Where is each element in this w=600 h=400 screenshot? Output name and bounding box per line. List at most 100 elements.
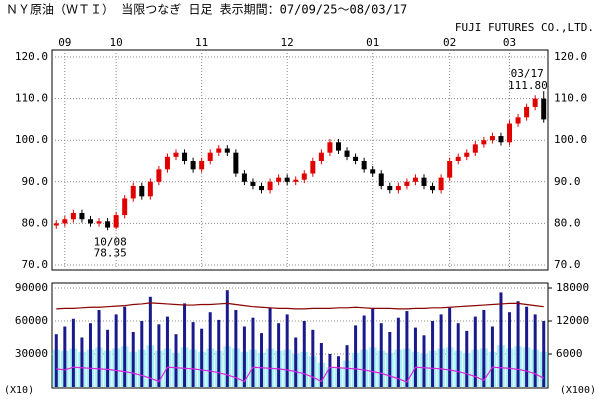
volume-bar <box>456 323 460 387</box>
candle-body <box>216 148 222 153</box>
volume-bar <box>396 317 400 387</box>
y-tick-label-right: 110.0 <box>554 92 587 105</box>
y2-tick-label: 6000 <box>556 347 583 360</box>
volume-bar <box>183 303 187 387</box>
annotation-date: 10/08 <box>94 235 127 248</box>
candle-body <box>344 150 350 157</box>
volume-bar <box>140 321 144 387</box>
volume-bar <box>54 334 58 387</box>
y-tick-label: 80.0 <box>22 216 49 229</box>
candle-body <box>87 219 93 224</box>
volume-bar <box>516 301 520 387</box>
candle-body <box>489 136 495 141</box>
volume-bar <box>234 310 238 387</box>
candle-body <box>387 185 393 191</box>
volume-bar <box>328 354 332 387</box>
volume-bar <box>473 316 477 387</box>
price-frame <box>51 49 549 271</box>
candle-body <box>190 161 196 170</box>
candle-body <box>404 181 410 186</box>
candle-body <box>455 156 461 161</box>
x-tick-label: 01 <box>366 36 379 49</box>
candle-body <box>164 156 170 170</box>
candle-body <box>378 173 384 186</box>
candle-body <box>293 179 299 182</box>
y2-tick-label: 18000 <box>556 281 589 294</box>
candle-body <box>122 198 128 216</box>
y-tick-label: 30000 <box>15 347 48 360</box>
y-axis-label: (X10) <box>4 385 34 396</box>
volume-frame <box>51 282 549 389</box>
candle-body <box>224 148 230 153</box>
candle-body <box>113 215 119 228</box>
candle-body <box>541 98 547 120</box>
volume-bar <box>413 327 417 387</box>
candle-body <box>310 161 316 174</box>
volume-bar <box>302 321 306 387</box>
volume-bar <box>422 335 426 387</box>
y2-axis-label: (X100) <box>560 385 596 396</box>
candle-body <box>130 185 136 199</box>
x-tick-label: 11 <box>195 36 208 49</box>
volume-bar <box>123 306 127 387</box>
candle-body <box>335 142 341 151</box>
candle-body <box>515 117 521 124</box>
volume-bar <box>490 326 494 387</box>
x-tick-label: 02 <box>443 36 456 49</box>
volume-bar <box>345 345 349 387</box>
candle-body <box>421 177 427 186</box>
volume-bar <box>148 296 152 387</box>
volume-bar <box>165 316 169 387</box>
candle-body <box>353 156 359 161</box>
volume-bar <box>533 314 537 387</box>
volume-bar <box>294 337 298 387</box>
y-tick-label-right: 70.0 <box>554 258 581 271</box>
candle-body <box>79 213 85 220</box>
candle-body <box>105 221 111 228</box>
candle-body <box>370 169 376 174</box>
candle-body <box>62 219 68 224</box>
volume-bar <box>336 356 340 387</box>
candle-body <box>284 177 290 182</box>
candle-body <box>464 152 470 157</box>
volume-bar <box>157 324 161 387</box>
volume-bar <box>208 312 212 387</box>
series-line <box>56 366 544 383</box>
candle-body <box>447 161 453 178</box>
volume-bar <box>542 321 546 387</box>
volume-bar <box>88 323 92 387</box>
y-tick-label-right: 80.0 <box>554 216 581 229</box>
volume-bar <box>465 330 469 387</box>
volume-bar <box>405 311 409 387</box>
candle-body <box>53 223 59 226</box>
candle-body <box>250 181 256 186</box>
y-tick-label-right: 120.0 <box>554 50 587 63</box>
volume-bar <box>80 337 84 387</box>
candle-body <box>276 177 282 182</box>
volume-bar <box>362 315 366 387</box>
y2-tick-label: 12000 <box>556 314 589 327</box>
candle-body <box>173 152 179 157</box>
candle-body <box>241 173 247 182</box>
volume-bar <box>71 318 75 387</box>
x-tick-label: 10 <box>110 36 123 49</box>
volume-bar <box>97 310 101 387</box>
candle-body <box>96 221 102 224</box>
candle-body <box>70 213 76 220</box>
volume-bar <box>268 307 272 387</box>
candle-body <box>318 152 324 161</box>
volume-bar <box>242 326 246 387</box>
volume-bar <box>191 322 195 387</box>
candle-body <box>182 152 188 161</box>
candle-body <box>199 161 205 170</box>
y-tick-label: 70.0 <box>22 258 49 271</box>
annotation-value: 78.35 <box>94 246 127 259</box>
candle-body <box>524 106 530 118</box>
candle-body <box>395 185 401 191</box>
volume-bar <box>371 308 375 387</box>
volume-bar <box>200 328 204 387</box>
volume-bar <box>225 290 229 387</box>
candle-body <box>438 177 444 191</box>
x-tick-label: 03 <box>503 36 516 49</box>
